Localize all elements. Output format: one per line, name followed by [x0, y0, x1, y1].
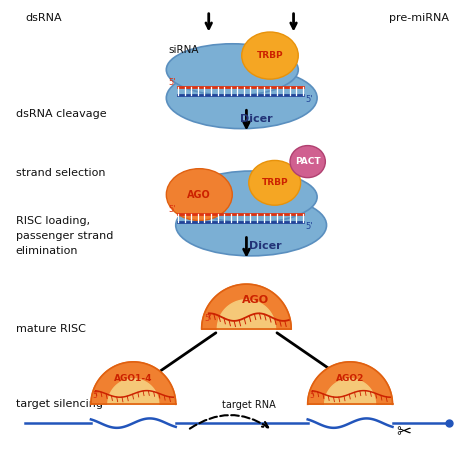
Text: AGO: AGO — [187, 190, 211, 200]
Text: 5': 5' — [168, 78, 176, 87]
Text: pre-miRNA: pre-miRNA — [389, 13, 449, 23]
Text: dsRNA: dsRNA — [25, 13, 62, 23]
Text: TRBP: TRBP — [257, 51, 283, 60]
Text: PACT: PACT — [295, 157, 320, 166]
Text: 5': 5' — [309, 392, 316, 401]
Polygon shape — [217, 300, 275, 329]
Ellipse shape — [166, 44, 298, 96]
Text: target silencing: target silencing — [16, 399, 102, 409]
Text: passenger strand: passenger strand — [16, 231, 113, 241]
Polygon shape — [201, 284, 291, 329]
Ellipse shape — [290, 146, 325, 178]
Text: AGO: AGO — [242, 295, 269, 305]
Text: TRBP: TRBP — [261, 178, 288, 187]
Text: ✂: ✂ — [397, 424, 412, 442]
Ellipse shape — [249, 160, 301, 205]
Text: 5': 5' — [92, 392, 100, 401]
Text: target RNA: target RNA — [222, 400, 276, 410]
Ellipse shape — [166, 67, 317, 128]
Text: 5': 5' — [204, 314, 211, 323]
Text: Dicer: Dicer — [239, 114, 272, 124]
Text: mature RISC: mature RISC — [16, 324, 85, 334]
Text: siRNA: siRNA — [169, 45, 199, 55]
Text: Dicer: Dicer — [249, 241, 282, 251]
Polygon shape — [325, 379, 375, 404]
Text: AGO1-4: AGO1-4 — [114, 374, 153, 383]
Text: RISC loading,: RISC loading, — [16, 216, 90, 226]
Ellipse shape — [176, 195, 327, 256]
Text: elimination: elimination — [16, 246, 78, 256]
Text: 5': 5' — [305, 222, 313, 231]
Polygon shape — [308, 362, 392, 404]
Text: AGO2: AGO2 — [336, 374, 365, 383]
Ellipse shape — [242, 32, 298, 79]
Text: 5': 5' — [168, 205, 176, 214]
Text: dsRNA cleavage: dsRNA cleavage — [16, 109, 106, 119]
Ellipse shape — [166, 169, 232, 220]
Text: 5': 5' — [305, 95, 313, 104]
Ellipse shape — [185, 171, 317, 223]
Polygon shape — [91, 362, 176, 404]
Polygon shape — [108, 379, 159, 404]
Text: strand selection: strand selection — [16, 168, 105, 178]
